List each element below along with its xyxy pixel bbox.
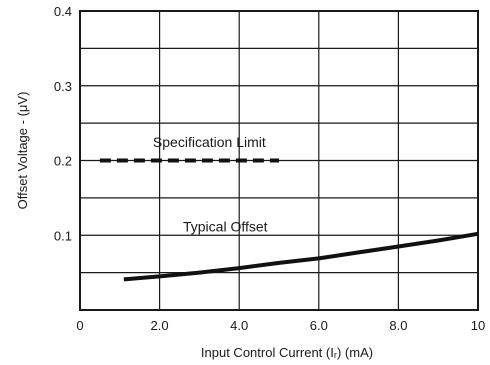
plot-frame (79, 10, 479, 311)
typical-offset-line (123, 231, 479, 282)
y-tick-label: 0.2 (54, 154, 72, 169)
series-layer (99, 158, 479, 282)
x-tick-label: 10 (471, 318, 485, 333)
x-tick-label: 6.0 (310, 318, 328, 333)
y-tick-label: 0.4 (54, 4, 72, 19)
grid (80, 11, 478, 310)
series-annotation-label: Specification Limit (153, 134, 266, 150)
y-tick-label: 0.3 (54, 79, 72, 94)
y-axis-label: Offset Voltage - (μV) (15, 92, 30, 210)
x-tick-label: 8.0 (389, 318, 407, 333)
annotations: Specification Limit Typical Offset (153, 134, 268, 234)
y-tick-label: 0.1 (54, 228, 72, 243)
x-tick-label: 2.0 (151, 318, 169, 333)
x-tick-label: 4.0 (230, 318, 248, 333)
x-tick-label: 0 (76, 318, 83, 333)
series-annotation-label: Typical Offset (183, 218, 268, 234)
x-axis-label: Input Control Current (Iᵣ) (mA) (201, 345, 373, 360)
tick-labels: 0 2.0 4.0 6.0 8.0 10 0.1 0.2 0.3 0.4 (54, 4, 485, 333)
